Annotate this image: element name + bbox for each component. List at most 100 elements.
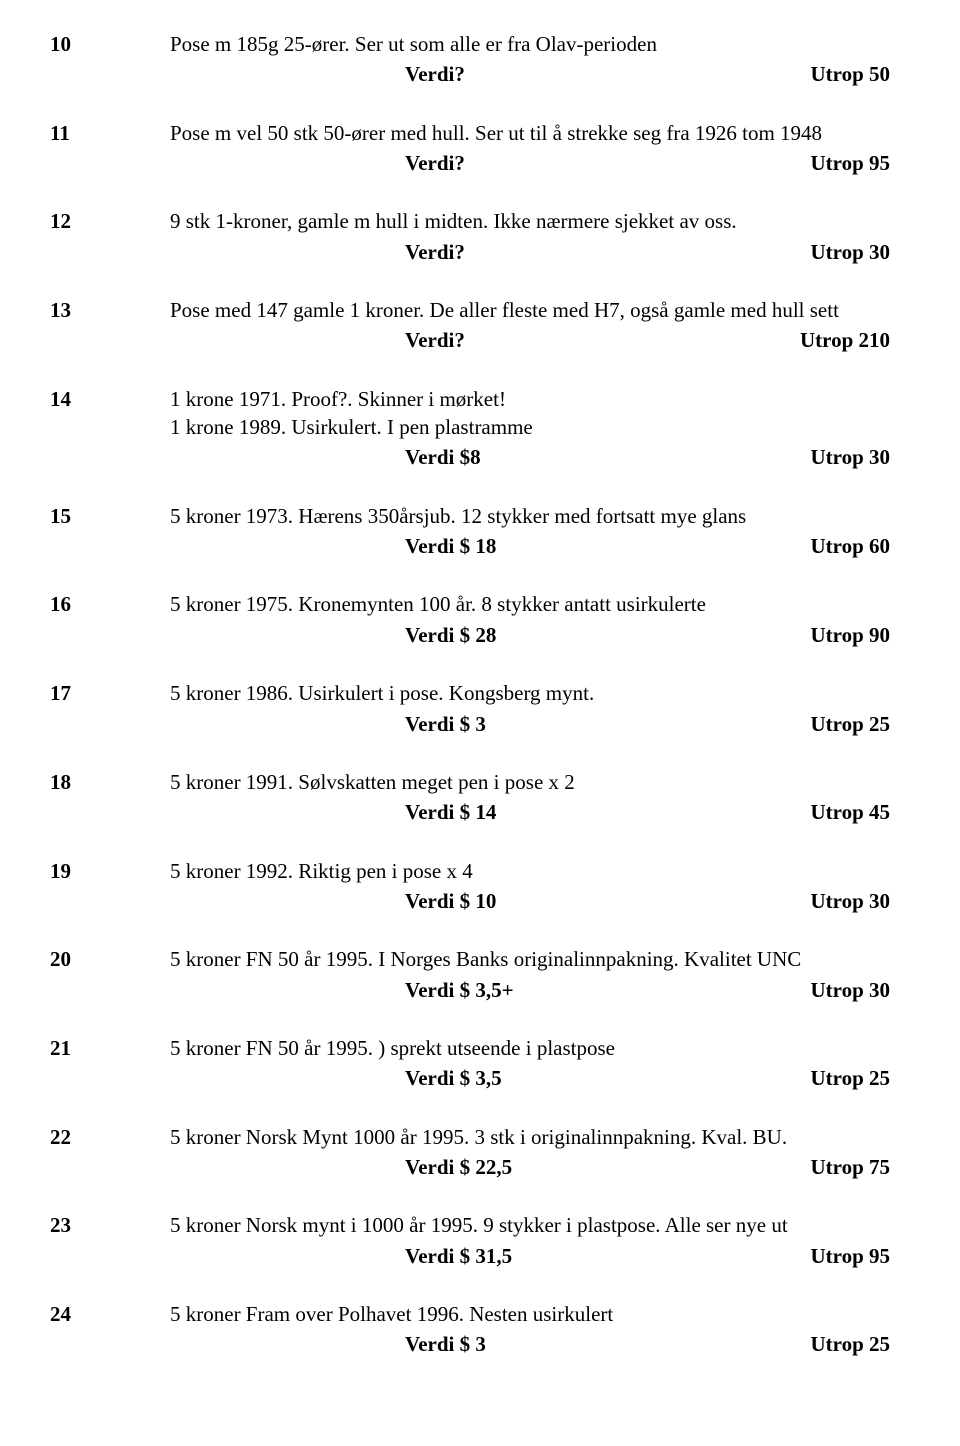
lot-description: 5 kroner 1992. Riktig pen i pose x 4 <box>170 857 890 885</box>
lot-price-row: Verdi $ 14Utrop 45 <box>170 798 890 826</box>
lot-utrop: Utrop 25 <box>810 1064 890 1092</box>
lot-description: 5 kroner FN 50 år 1995. I Norges Banks o… <box>170 945 890 973</box>
lot-body: 5 kroner 1973. Hærens 350årsjub. 12 styk… <box>170 502 890 561</box>
lot-price-row: Verdi?Utrop 50 <box>170 60 890 88</box>
lot-item: 245 kroner Fram over Polhavet 1996. Nest… <box>50 1300 890 1359</box>
lot-body: 1 krone 1971. Proof?. Skinner i mørket!1… <box>170 385 890 472</box>
lot-price-row: Verdi? Utrop 210 <box>170 326 890 354</box>
lot-price-row: Verdi $ 3 Utrop 25 <box>170 710 890 738</box>
lot-verdi: Verdi $ 28 <box>170 621 496 649</box>
lot-verdi: Verdi $ 18 <box>170 532 496 560</box>
lot-number: 11 <box>50 119 170 178</box>
lot-verdi: Verdi $ 3 <box>170 710 486 738</box>
lot-description: 5 kroner 1991. Sølvskatten meget pen i p… <box>170 768 890 796</box>
lot-verdi: Verdi $ 3,5 <box>170 1064 502 1092</box>
lot-body: 5 kroner 1991. Sølvskatten meget pen i p… <box>170 768 890 827</box>
lot-body: 5 kroner FN 50 år 1995. I Norges Banks o… <box>170 945 890 1004</box>
lot-description: 5 kroner 1986. Usirkulert i pose. Kongsb… <box>170 679 890 707</box>
lot-item: 155 kroner 1973. Hærens 350årsjub. 12 st… <box>50 502 890 561</box>
lot-utrop: Utrop 50 <box>810 60 890 88</box>
lot-verdi: Verdi $8 <box>170 443 481 471</box>
lot-description: 5 kroner 1973. Hærens 350årsjub. 12 styk… <box>170 502 890 530</box>
lot-list: 10Pose m 185g 25-ører. Ser ut som alle e… <box>50 30 890 1359</box>
lot-description: 5 kroner Norsk Mynt 1000 år 1995. 3 stk … <box>170 1123 890 1151</box>
lot-item: 10Pose m 185g 25-ører. Ser ut som alle e… <box>50 30 890 89</box>
lot-item: 11Pose m vel 50 stk 50-ører med hull. Se… <box>50 119 890 178</box>
lot-verdi: Verdi? <box>170 326 465 354</box>
lot-price-row: Verdi $ 31,5 Utrop 95 <box>170 1242 890 1270</box>
lot-number: 24 <box>50 1300 170 1359</box>
lot-body: Pose m vel 50 stk 50-ører med hull. Ser … <box>170 119 890 178</box>
lot-price-row: Verdi $ 3,5+ Utrop 30 <box>170 976 890 1004</box>
lot-utrop: Utrop 25 <box>810 1330 890 1358</box>
lot-number: 15 <box>50 502 170 561</box>
lot-body: 5 kroner 1975. Kronemynten 100 år. 8 sty… <box>170 590 890 649</box>
lot-utrop: Utrop 75 <box>810 1153 890 1181</box>
lot-description: Pose med 147 gamle 1 kroner. De aller fl… <box>170 296 890 324</box>
lot-description: 5 kroner Norsk mynt i 1000 år 1995. 9 st… <box>170 1211 890 1239</box>
lot-utrop: Utrop 30 <box>810 238 890 266</box>
lot-verdi: Verdi? <box>170 238 465 266</box>
lot-number: 23 <box>50 1211 170 1270</box>
lot-utrop: Utrop 30 <box>810 443 890 471</box>
lot-body: 5 kroner 1992. Riktig pen i pose x 4Verd… <box>170 857 890 916</box>
lot-verdi: Verdi $ 10 <box>170 887 496 915</box>
lot-number: 10 <box>50 30 170 89</box>
lot-price-row: Verdi? Utrop 30 <box>170 238 890 266</box>
lot-description: 5 kroner Fram over Polhavet 1996. Nesten… <box>170 1300 890 1328</box>
lot-body: Pose m 185g 25-ører. Ser ut som alle er … <box>170 30 890 89</box>
lot-item: 235 kroner Norsk mynt i 1000 år 1995. 9 … <box>50 1211 890 1270</box>
lot-number: 17 <box>50 679 170 738</box>
lot-item: 13Pose med 147 gamle 1 kroner. De aller … <box>50 296 890 355</box>
lot-price-row: Verdi $ 28 Utrop 90 <box>170 621 890 649</box>
lot-number: 13 <box>50 296 170 355</box>
lot-number: 12 <box>50 207 170 266</box>
lot-item: 195 kroner 1992. Riktig pen i pose x 4Ve… <box>50 857 890 916</box>
lot-utrop: Utrop 95 <box>810 1242 890 1270</box>
lot-number: 19 <box>50 857 170 916</box>
lot-verdi: Verdi $ 31,5 <box>170 1242 512 1270</box>
lot-description: Pose m 185g 25-ører. Ser ut som alle er … <box>170 30 890 58</box>
lot-item: 205 kroner FN 50 år 1995. I Norges Banks… <box>50 945 890 1004</box>
lot-body: 9 stk 1-kroner, gamle m hull i midten. I… <box>170 207 890 266</box>
lot-body: 5 kroner Fram over Polhavet 1996. Nesten… <box>170 1300 890 1359</box>
lot-verdi: Verdi $ 22,5 <box>170 1153 512 1181</box>
lot-utrop: Utrop 210 <box>800 326 890 354</box>
lot-price-row: Verdi $ 22,5 Utrop 75 <box>170 1153 890 1181</box>
lot-price-row: Verdi? Utrop 95 <box>170 149 890 177</box>
lot-number: 16 <box>50 590 170 649</box>
lot-body: 5 kroner Norsk mynt i 1000 år 1995. 9 st… <box>170 1211 890 1270</box>
lot-description: 1 krone 1971. Proof?. Skinner i mørket!1… <box>170 385 890 442</box>
lot-item: 129 stk 1-kroner, gamle m hull i midten.… <box>50 207 890 266</box>
lot-body: 5 kroner Norsk Mynt 1000 år 1995. 3 stk … <box>170 1123 890 1182</box>
lot-number: 18 <box>50 768 170 827</box>
lot-description: 9 stk 1-kroner, gamle m hull i midten. I… <box>170 207 890 235</box>
lot-item: 175 kroner 1986. Usirkulert i pose. Kong… <box>50 679 890 738</box>
lot-number: 21 <box>50 1034 170 1093</box>
lot-utrop: Utrop 30 <box>810 976 890 1004</box>
lot-utrop: Utrop 45 <box>810 798 890 826</box>
lot-verdi: Verdi $ 3,5+ <box>170 976 514 1004</box>
lot-number: 20 <box>50 945 170 1004</box>
lot-item: 165 kroner 1975. Kronemynten 100 år. 8 s… <box>50 590 890 649</box>
lot-price-row: Verdi $ 3 Utrop 25 <box>170 1330 890 1358</box>
lot-utrop: Utrop 25 <box>810 710 890 738</box>
lot-number: 14 <box>50 385 170 472</box>
lot-verdi: Verdi $ 3 <box>170 1330 486 1358</box>
lot-body: Pose med 147 gamle 1 kroner. De aller fl… <box>170 296 890 355</box>
lot-item: 185 kroner 1991. Sølvskatten meget pen i… <box>50 768 890 827</box>
lot-price-row: Verdi $8 Utrop 30 <box>170 443 890 471</box>
lot-verdi: Verdi? <box>170 149 465 177</box>
lot-utrop: Utrop 60 <box>810 532 890 560</box>
lot-item: 215 kroner FN 50 år 1995. ) sprekt utsee… <box>50 1034 890 1093</box>
lot-utrop: Utrop 90 <box>810 621 890 649</box>
lot-description: 5 kroner 1975. Kronemynten 100 år. 8 sty… <box>170 590 890 618</box>
lot-number: 22 <box>50 1123 170 1182</box>
lot-price-row: Verdi $ 18 Utrop 60 <box>170 532 890 560</box>
lot-utrop: Utrop 95 <box>810 149 890 177</box>
lot-item: 225 kroner Norsk Mynt 1000 år 1995. 3 st… <box>50 1123 890 1182</box>
lot-item: 141 krone 1971. Proof?. Skinner i mørket… <box>50 385 890 472</box>
lot-utrop: Utrop 30 <box>810 887 890 915</box>
lot-body: 5 kroner 1986. Usirkulert i pose. Kongsb… <box>170 679 890 738</box>
lot-price-row: Verdi $ 3,5 Utrop 25 <box>170 1064 890 1092</box>
